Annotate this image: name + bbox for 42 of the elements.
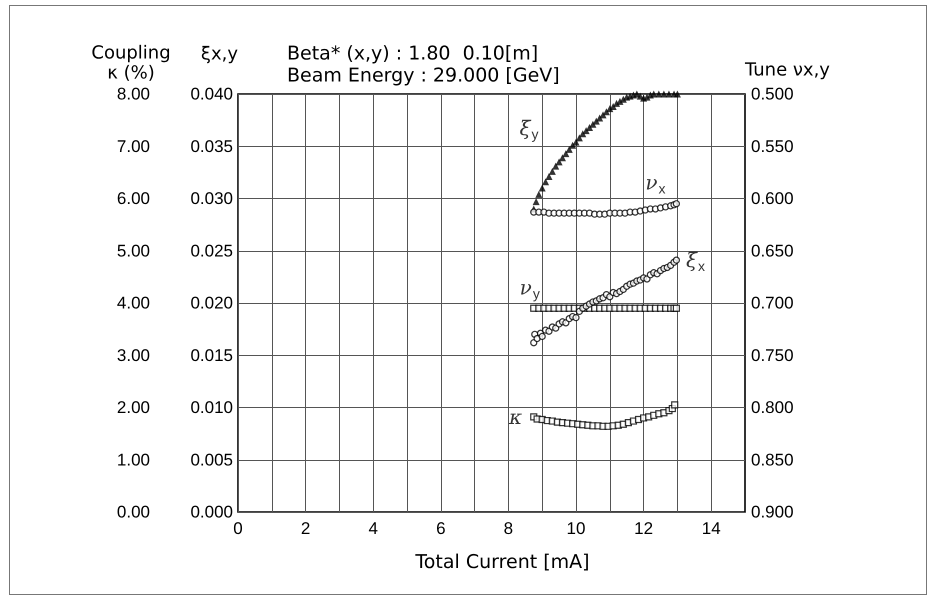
- y2-tick-label: 0.800: [751, 398, 794, 417]
- x-tick-label: 4: [368, 519, 378, 538]
- y-tick-label: 0.035: [190, 136, 233, 156]
- y3-tick-label: 4.00: [116, 294, 150, 312]
- chart-subtitle: Beam Energy : 29.000 [GeV]: [287, 64, 560, 86]
- y3-tick-label: 0.00: [116, 502, 150, 522]
- chart-title: Beta* (x,y) : 1.80 0.10[m]: [287, 42, 538, 64]
- y-tick-label: 0.030: [190, 189, 233, 208]
- y2-tick-label: 0.900: [751, 502, 794, 522]
- y2-tick-label: 0.850: [751, 450, 794, 470]
- y-axis-title: ξx,y: [200, 44, 238, 64]
- x-tick-label: 10: [566, 519, 586, 538]
- y-tick-label: 0.020: [190, 294, 233, 312]
- x-tick-label: 12: [634, 519, 654, 538]
- y2-tick-label: 0.600: [751, 189, 794, 208]
- x-tick-label: 8: [504, 519, 514, 538]
- y2-axis-title: Tune νx,y: [744, 60, 830, 80]
- y-tick-label: 0.010: [190, 398, 233, 417]
- y3-tick-label: 6.00: [116, 189, 150, 208]
- x-tick-label: 6: [436, 519, 446, 538]
- y-tick-label: 0.040: [190, 84, 233, 104]
- y2-tick-label: 0.700: [751, 294, 794, 312]
- y3-tick-label: 5.00: [116, 241, 150, 260]
- y3-tick-label: 8.00: [116, 84, 150, 104]
- y3-tick-label: 3.00: [116, 346, 150, 365]
- y-tick-label: 0.015: [190, 346, 233, 365]
- y3-tick-label: 1.00: [116, 450, 150, 470]
- x-axis-title: Total Current [mA]: [414, 551, 590, 573]
- x-tick-label: 2: [300, 519, 310, 538]
- y2-tick-label: 0.650: [751, 241, 794, 260]
- y-tick-label: 0.025: [190, 241, 233, 260]
- y3-axis-title: Coupling κ (%): [91, 42, 171, 84]
- x-tick-label: 14: [702, 519, 721, 538]
- y2-tick-label: 0.550: [751, 136, 794, 156]
- y2-tick-label: 0.500: [751, 84, 794, 104]
- series-label: κ: [508, 404, 522, 429]
- y2-tick-label: 0.750: [751, 346, 794, 365]
- y-tick-label: 0.005: [190, 450, 233, 470]
- y3-tick-label: 7.00: [116, 136, 150, 156]
- y-tick-label: 0.000: [190, 502, 233, 522]
- y3-tick-label: 2.00: [116, 398, 150, 417]
- x-tick-label: 0: [233, 519, 243, 538]
